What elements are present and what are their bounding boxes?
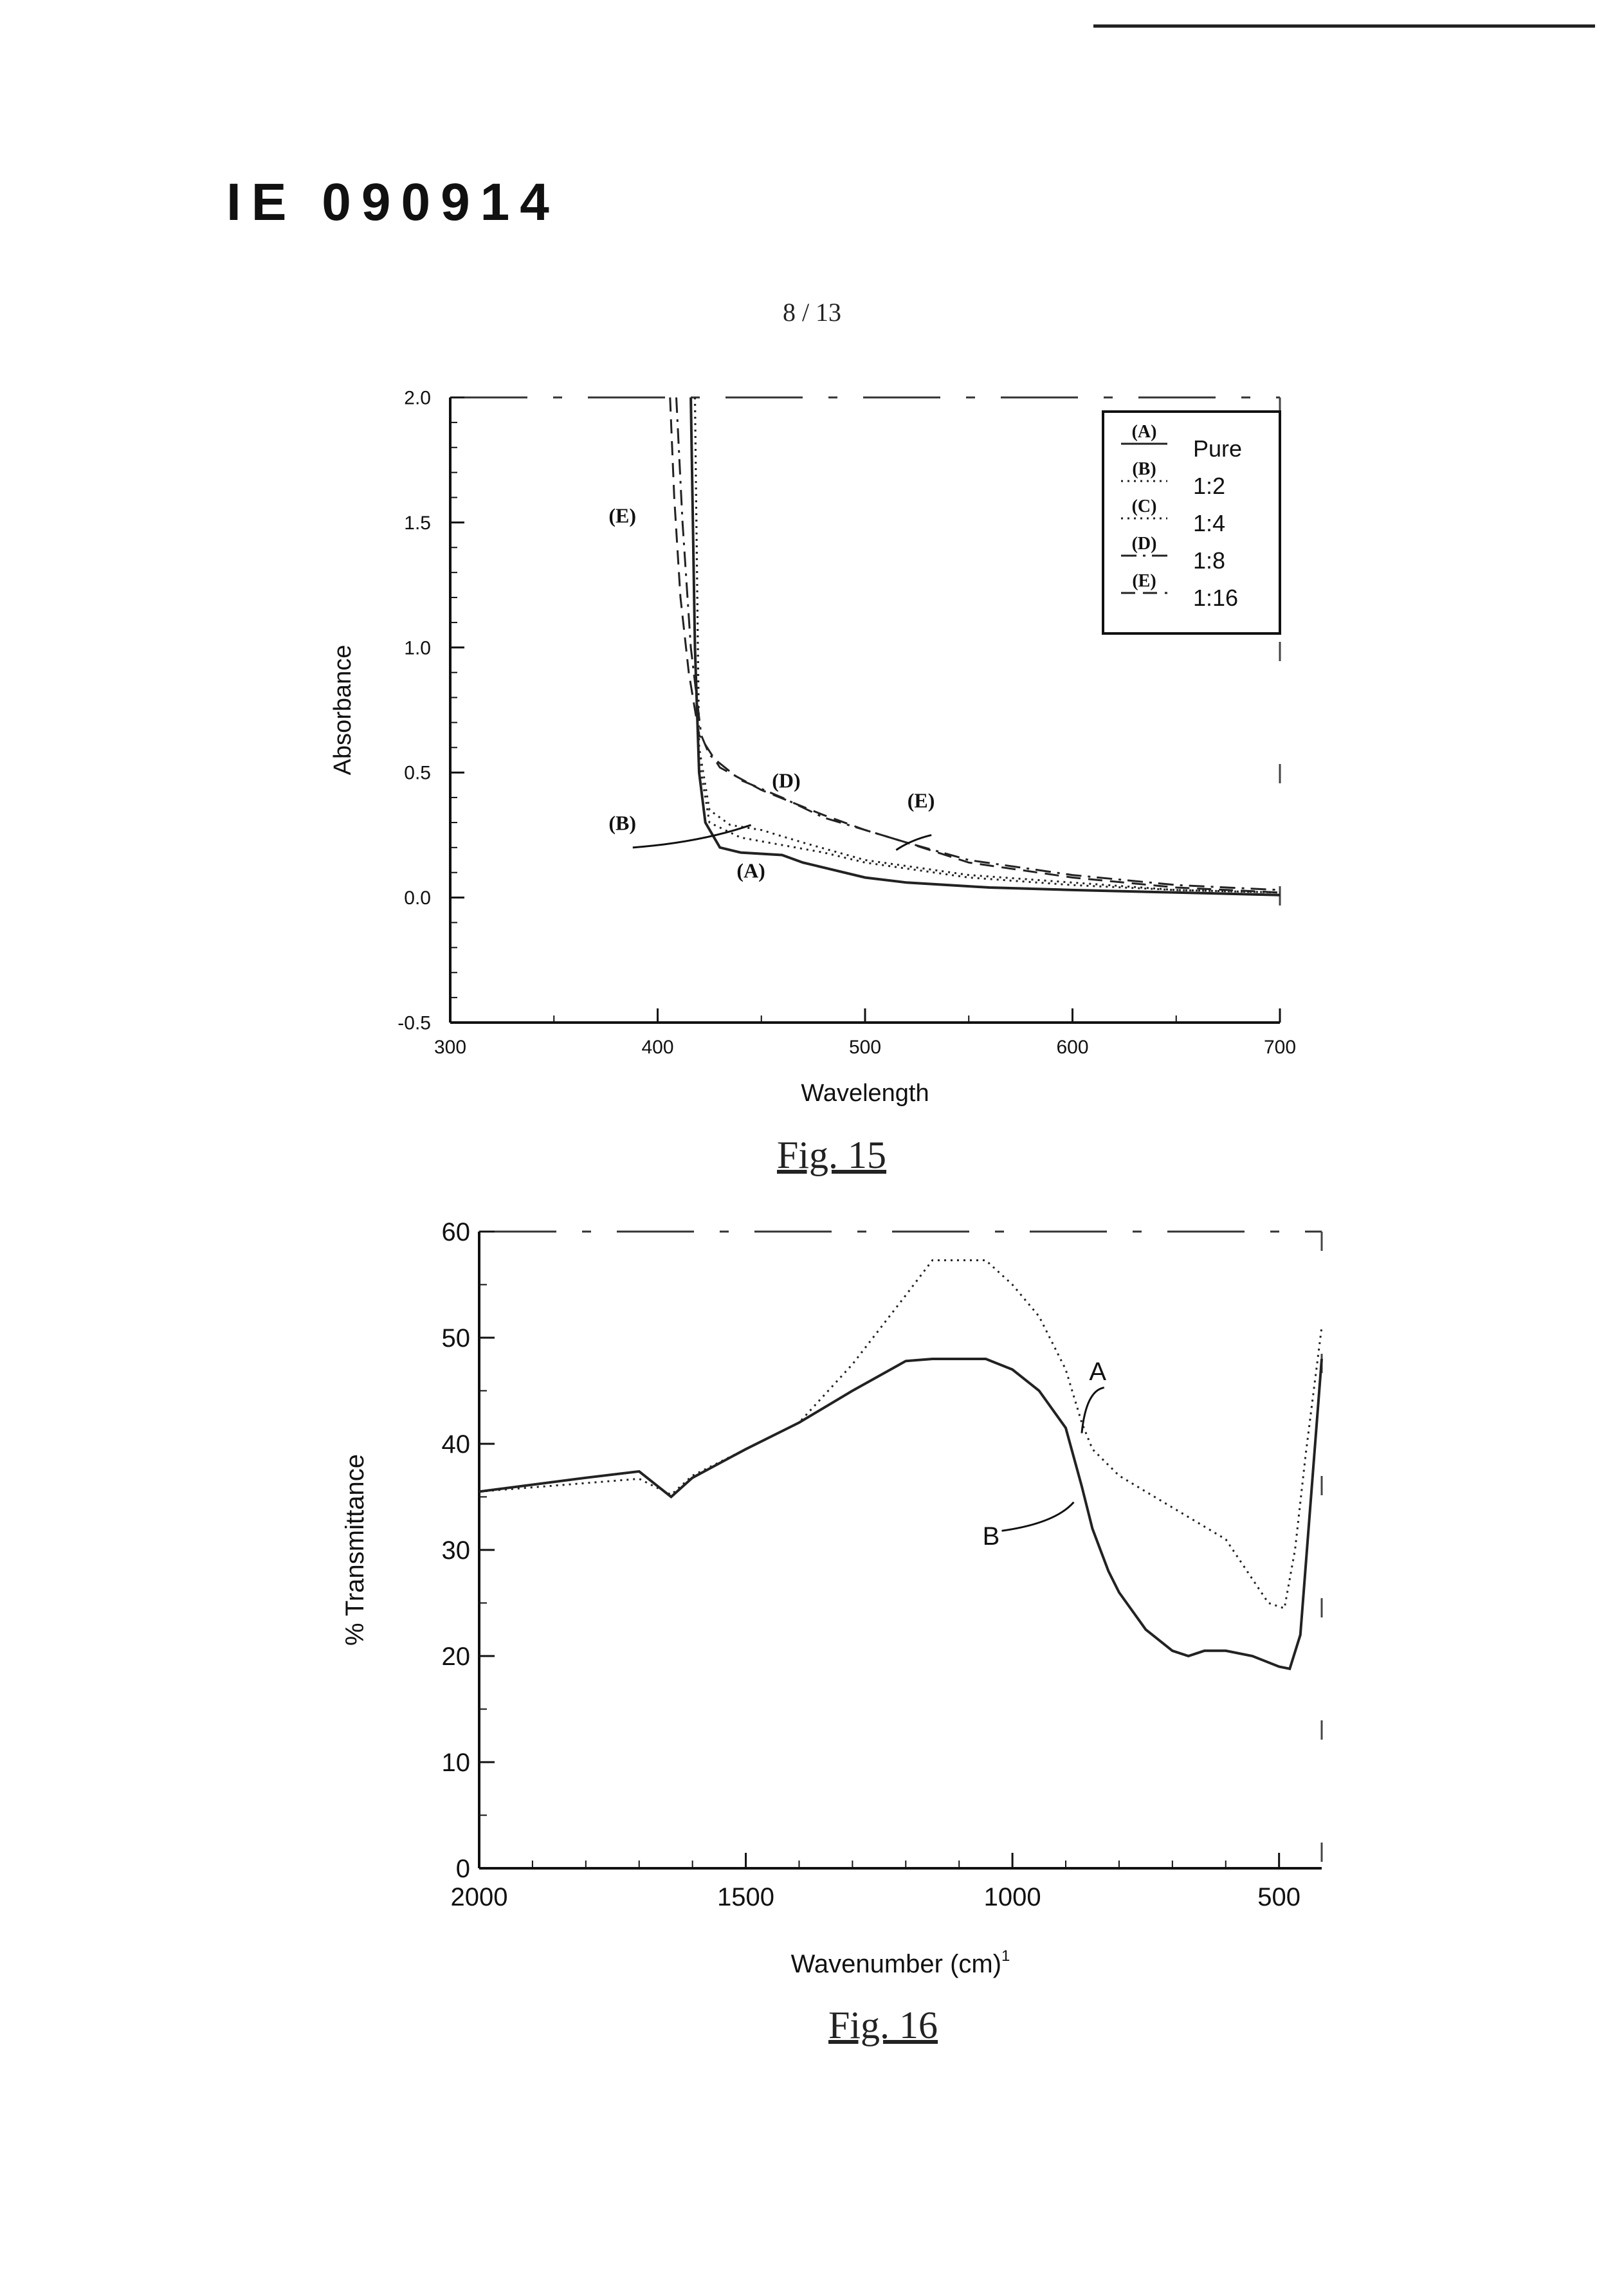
fig16-y-tick-label: 20 [442,1643,471,1671]
fig16-y-tick-label: 10 [442,1749,471,1777]
fig15-y-tick-label: 1.5 [404,513,431,534]
fig16-y-tick-label: 60 [442,1218,471,1246]
fig15-y-tick-label: 2.0 [404,388,431,409]
fig15-annotation-label: (A) [736,859,765,882]
fig15-caption: Fig. 15 [777,1133,886,1178]
fig15-legend-label: 1:16 [1193,585,1238,611]
fig16-x-tick-label: 1000 [984,1883,1041,1911]
fig15-x-tick-label: 700 [1264,1037,1296,1058]
fig15-leader-line-b [633,825,751,848]
fig15-legend-box [1103,412,1280,633]
fig15-legend-series-name: (B) [1132,459,1156,479]
fig16-annotation-label: A [1089,1358,1106,1386]
fig15-annotation-label: (E) [608,504,636,527]
fig15-annotation-label: (E) [908,789,935,812]
fig15-y-tick-label: 0.0 [404,888,431,909]
fig15-x-tick-label: 500 [849,1037,881,1058]
fig16-x-axis-title-superscript: 1 [1001,1947,1010,1965]
fig15-x-tick-label: 300 [434,1037,466,1058]
fig15-legend-series-name: (D) [1132,534,1157,554]
fig15-x-axis-title: Wavelength [801,1080,929,1107]
fig16-y-axis-title: % Transmittance [341,1454,369,1646]
fig15-annotation-label: (B) [608,812,636,835]
fig15-legend-series-name: (E) [1132,571,1156,591]
fig15-legend-series-name: (A) [1132,422,1157,442]
fig15-legend-label: 1:8 [1193,547,1225,574]
fig15-legend-label: Pure [1193,435,1242,462]
fig16-x-tick-label: 2000 [451,1883,508,1911]
fig16-x-tick-label: 1500 [717,1883,774,1911]
fig16-leader-line-b [1002,1502,1074,1531]
fig15-y-tick-label: 1.0 [404,637,431,659]
fig15-annotation-label: (D) [772,769,800,792]
fig16-series-line [479,1261,1322,1608]
fig15-legend-series-name: (C) [1132,496,1157,516]
fig16-y-tick-label: 0 [456,1855,470,1883]
fig15-y-tick-label: 0.5 [404,763,431,784]
fig16-caption: Fig. 16 [828,2003,938,2048]
fig15-x-tick-label: 600 [1056,1037,1088,1058]
fig16-x-tick-label: 500 [1257,1883,1300,1911]
fig15-legend-label: 1:4 [1193,510,1225,536]
fig16-x-axis-title: Wavenumber (cm)1 [791,1947,1010,1978]
fig15-y-axis-title: Absorbance [329,645,356,776]
fig16-y-tick-label: 50 [442,1324,471,1352]
fig15-y-tick-label: -0.5 [397,1013,431,1034]
fig15-legend-label: 1:2 [1193,473,1225,499]
fig16-annotation-label: B [983,1522,1000,1551]
fig16-series-line [479,1359,1322,1669]
fig15-x-tick-label: 400 [641,1037,673,1058]
fig16-chart: 2000 1500 1000 500 0 10 20 30 40 50 60 Wavenumber (… [341,1218,1322,1978]
fig16-leader-line-a [1082,1388,1104,1434]
fig16-y-tick-label: 30 [442,1536,471,1565]
fig16-y-tick-label: 40 [442,1430,471,1459]
fig15-chart: 300 400 500 600 700 -0.5 0.0 0.5 1.0 1.5 2.0 Wavele… [329,388,1296,1107]
